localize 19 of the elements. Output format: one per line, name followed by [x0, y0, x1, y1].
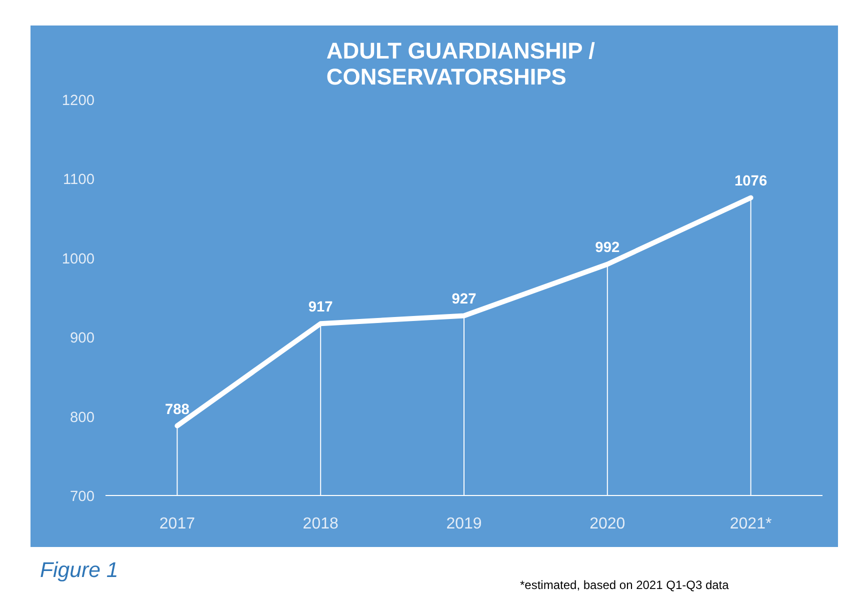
x-tick-label: 2021* — [730, 516, 772, 532]
y-tick-label: 1100 — [62, 172, 95, 188]
caption: Figure 1 — [40, 557, 118, 584]
y-tick-label: 700 — [70, 489, 95, 505]
data-label: 927 — [452, 292, 476, 308]
y-tick-label: 1000 — [62, 251, 95, 268]
x-tick-label: 2020 — [590, 516, 626, 532]
chart-title: ADULT GUARDIANSHIP / CONSERVATORSHIPS — [326, 38, 596, 90]
y-tick-label: 1200 — [62, 93, 95, 109]
data-label: 788 — [164, 402, 190, 418]
data-label: 992 — [595, 240, 620, 256]
x-tick-label: 2019 — [446, 516, 482, 532]
y-tick-label: 800 — [70, 410, 95, 426]
data-label: 917 — [308, 300, 333, 316]
x-tick-label: 2017 — [159, 516, 196, 532]
y-tick-label: 900 — [70, 330, 95, 347]
text: *estimated, based on 2021 Q1-Q3 data — [520, 577, 729, 594]
data-label: 1076 — [734, 174, 768, 190]
x-tick-label: 2018 — [302, 516, 338, 532]
